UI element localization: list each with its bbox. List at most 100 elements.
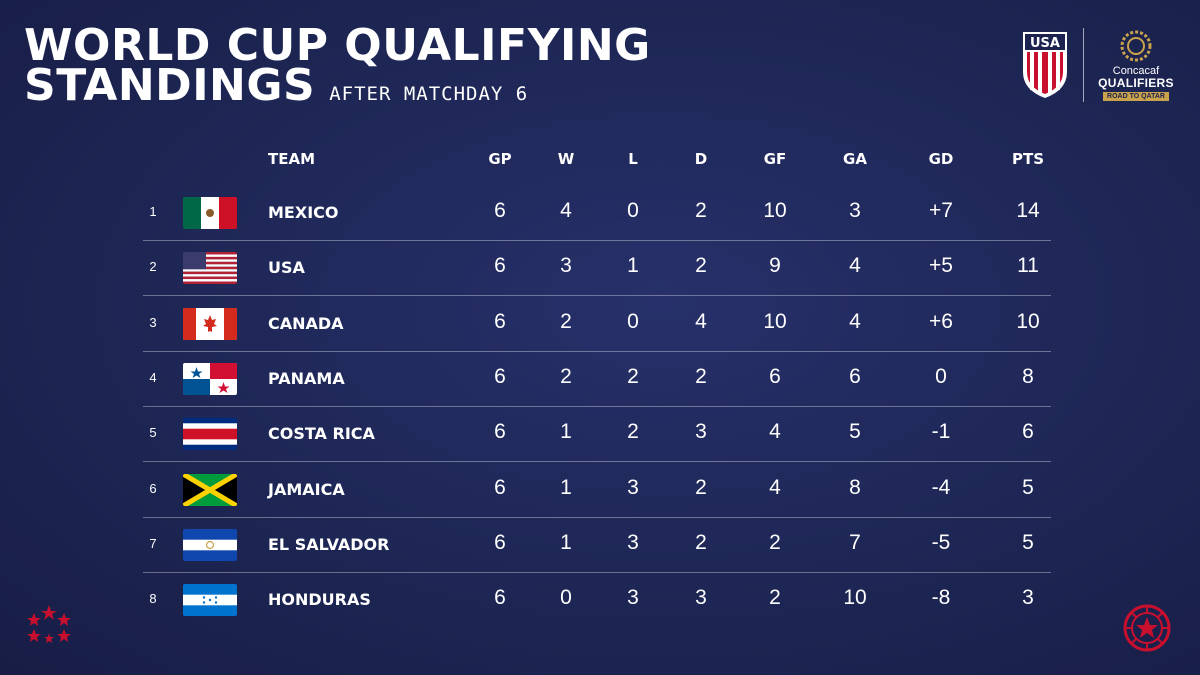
rank-cell: 8 [149, 591, 157, 607]
w-cell: 4 [560, 199, 572, 222]
col-pts: PTS [1011, 150, 1045, 168]
table-row: 1 MEXICO 6 4 0 2 10 3 +7 14 [0, 186, 1200, 241]
gf-cell: 2 [769, 530, 781, 554]
gd-cell: +6 [929, 309, 953, 333]
col-w: W [557, 150, 575, 168]
table-row: 7 EL SALVADOR 6 1 3 2 2 7 -5 5 [0, 518, 1200, 573]
table-row: 3 CANADA 6 2 0 4 10 4 +6 10 [0, 297, 1200, 352]
ga-cell: 6 [849, 364, 861, 388]
road-to-qatar-text: ROAD TO QATAR [1103, 92, 1169, 101]
gd-cell: -4 [931, 475, 951, 499]
l-cell: 0 [627, 309, 639, 333]
jamaica-flag-icon [183, 473, 237, 506]
team-name-cell: JAMAICA [268, 479, 345, 499]
w-cell: 1 [560, 530, 572, 554]
usa-flag-icon [183, 252, 237, 285]
team-name-cell: MEXICO [268, 203, 339, 222]
gp-cell: 6 [494, 420, 506, 444]
gp-cell: 6 [494, 530, 506, 554]
l-cell: 2 [627, 364, 639, 388]
concacaf-qualifiers-logo: Concacaf QUALIFIERS ROAD TO QATAR [1098, 29, 1174, 101]
l-cell: 0 [627, 199, 639, 222]
gd-cell: -5 [931, 530, 951, 554]
row-divider [143, 405, 1051, 407]
col-d: D [694, 150, 708, 168]
subtitle: AFTER MATCHDAY 6 [329, 83, 529, 105]
pts-cell: 5 [1022, 530, 1034, 554]
row-divider [143, 516, 1051, 518]
col-gp: GP [488, 150, 512, 168]
l-cell: 3 [627, 475, 639, 499]
concacaf-text: Concacaf [1112, 65, 1160, 77]
d-cell: 2 [695, 475, 707, 499]
pts-cell: 10 [1016, 309, 1040, 333]
rank-cell: 2 [149, 259, 157, 275]
table-row: 4 PANAMA 6 2 2 2 6 6 0 8 [0, 352, 1200, 407]
w-cell: 0 [560, 586, 572, 610]
canada-flag-icon [183, 307, 237, 340]
team-name-cell: CANADA [268, 313, 344, 333]
col-gd: GD [928, 150, 954, 168]
gp-cell: 6 [494, 475, 506, 499]
gp-cell: 6 [494, 586, 506, 610]
rank-cell: 6 [149, 480, 157, 496]
table-row: 8 HONDURAS 6 0 3 3 2 10 -8 3 [0, 573, 1200, 628]
l-cell: 3 [627, 586, 639, 610]
row-divider [143, 571, 1051, 573]
table-row: 2 USA 6 3 1 2 9 4 +5 11 [0, 241, 1200, 297]
w-cell: 1 [560, 420, 572, 444]
d-cell: 2 [695, 530, 707, 554]
gf-cell: 4 [769, 475, 781, 499]
ga-cell: 8 [849, 475, 861, 499]
ga-cell: 10 [843, 586, 867, 610]
ussf-wordmark: USA [1030, 36, 1060, 51]
pts-cell: 5 [1022, 475, 1034, 499]
gf-cell: 2 [769, 586, 781, 610]
stars-decoration-icon [27, 605, 71, 643]
gf-cell: 4 [769, 420, 781, 444]
table-row: 5 COSTA RICA 6 1 2 3 4 5 -1 6 [0, 407, 1200, 463]
title-line2: STANDINGS [24, 60, 316, 111]
d-cell: 3 [695, 420, 707, 444]
el-salvador-flag-icon [183, 528, 237, 561]
gd-cell: 0 [935, 364, 947, 388]
team-name-cell: USA [268, 258, 305, 278]
gp-cell: 6 [494, 199, 506, 222]
rank-cell: 7 [149, 535, 157, 551]
w-cell: 2 [560, 364, 572, 388]
col-l: L [628, 150, 638, 168]
pts-cell: 3 [1022, 586, 1034, 610]
d-cell: 2 [695, 199, 707, 222]
team-name-cell: PANAMA [268, 368, 345, 388]
row-divider [143, 461, 1051, 463]
w-cell: 3 [560, 254, 572, 278]
row-divider [143, 350, 1051, 352]
w-cell: 1 [560, 475, 572, 499]
rank-cell: 3 [149, 314, 157, 330]
gp-cell: 6 [494, 364, 506, 388]
gp-cell: 6 [494, 309, 506, 333]
title-line1: WORLD CUP QUALIFYING [24, 20, 651, 71]
qualifiers-text: QUALIFIERS [1098, 76, 1174, 90]
ga-cell: 4 [849, 254, 861, 278]
ga-cell: 5 [849, 420, 861, 444]
pts-cell: 6 [1022, 420, 1034, 444]
logo-group: USA Concacaf QUALIFIERS ROAD TO QATAR [1021, 28, 1174, 102]
rank-cell: 5 [149, 425, 157, 441]
mexico-flag-icon [183, 197, 237, 229]
l-cell: 2 [627, 420, 639, 444]
w-cell: 2 [560, 309, 572, 333]
concacaf-ring-icon [1120, 30, 1152, 62]
page-title: WORLD CUP QUALIFYING STANDINGS AFTER MAT… [24, 20, 651, 114]
gd-cell: +5 [929, 254, 953, 278]
team-name-cell: EL SALVADOR [268, 534, 390, 554]
honduras-flag-icon [183, 584, 237, 617]
d-cell: 3 [695, 586, 707, 610]
table-header: TEAM GP W L D GF GA GD PTS [0, 150, 1200, 174]
team-name-cell: COSTA RICA [268, 424, 375, 444]
gf-cell: 10 [763, 199, 787, 222]
logo-divider [1083, 28, 1084, 102]
gd-cell: +7 [929, 199, 953, 222]
emblem-decoration-icon [1123, 604, 1171, 652]
col-gf: GF [763, 150, 787, 168]
